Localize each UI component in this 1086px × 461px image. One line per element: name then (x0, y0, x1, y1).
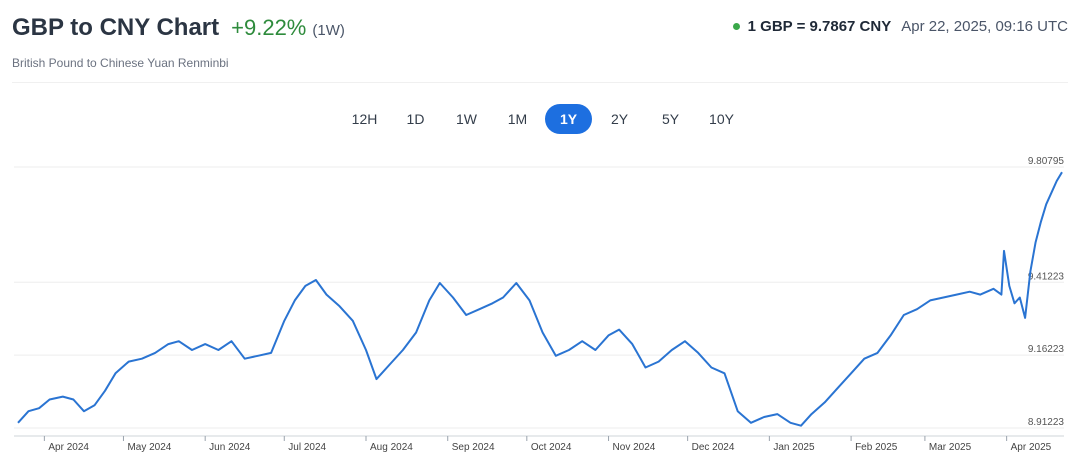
y-tick-label: 9.41223 (1028, 271, 1065, 282)
x-tick-label: May 2024 (127, 442, 171, 453)
chart-header: GBP to CNY Chart +9.22% (1W) British Pou… (12, 14, 1068, 74)
x-tick-label: Jul 2024 (288, 442, 326, 453)
x-tick-label: Aug 2024 (370, 442, 413, 453)
range-tab-1d[interactable]: 1D (406, 111, 425, 127)
y-tick-label: 9.80795 (1028, 156, 1065, 167)
rate-value: 1 GBP = 9.7867 CNY (747, 18, 892, 35)
range-tab-2y[interactable]: 2Y (610, 111, 629, 127)
range-tab-1m[interactable]: 1M (507, 111, 528, 127)
series-line (17, 171, 1063, 427)
range-tab-1y[interactable]: 1Y (545, 104, 592, 134)
header-divider (12, 82, 1068, 83)
x-tick-label: Mar 2025 (929, 442, 972, 453)
page-subtitle: British Pound to Chinese Yuan Renminbi (12, 56, 229, 70)
x-tick-label: Apr 2025 (1011, 442, 1052, 453)
range-tab-1w[interactable]: 1W (456, 111, 477, 127)
y-tick-label: 8.91223 (1028, 417, 1065, 428)
x-tick-label: Dec 2024 (692, 442, 735, 453)
x-tick-label: Sep 2024 (452, 442, 495, 453)
page-title: GBP to CNY Chart (12, 14, 220, 41)
change-percent: +9.22% (231, 15, 307, 40)
range-tabs: 12H 1D 1W 1M 1Y 2Y 5Y 10Y (0, 104, 1086, 134)
title-row: GBP to CNY Chart +9.22% (1W) (12, 14, 1068, 42)
y-tick-label: 9.16223 (1028, 344, 1065, 355)
x-tick-label: Oct 2024 (531, 442, 572, 453)
x-tick-label: Jun 2024 (209, 442, 251, 453)
rate-timestamp: Apr 22, 2025, 09:16 UTC (901, 18, 1068, 35)
range-tab-12h[interactable]: 12H (351, 111, 378, 127)
x-tick-label: Feb 2025 (855, 442, 898, 453)
live-status-icon (732, 23, 740, 30)
range-tab-5y[interactable]: 5Y (661, 111, 680, 127)
x-tick-label: Nov 2024 (613, 442, 656, 453)
x-tick-label: Jan 2025 (773, 442, 815, 453)
change-period: (1W) (312, 22, 345, 39)
rate-display: 1 GBP = 9.7867 CNY Apr 22, 2025, 09:16 U… (732, 18, 1068, 35)
range-tab-10y[interactable]: 10Y (709, 111, 734, 127)
x-tick-label: Apr 2024 (48, 442, 89, 453)
exchange-rate-chart: 9.80795 9.41223 9.16223 8.91223 Apr 2024 May … (14, 156, 1065, 453)
